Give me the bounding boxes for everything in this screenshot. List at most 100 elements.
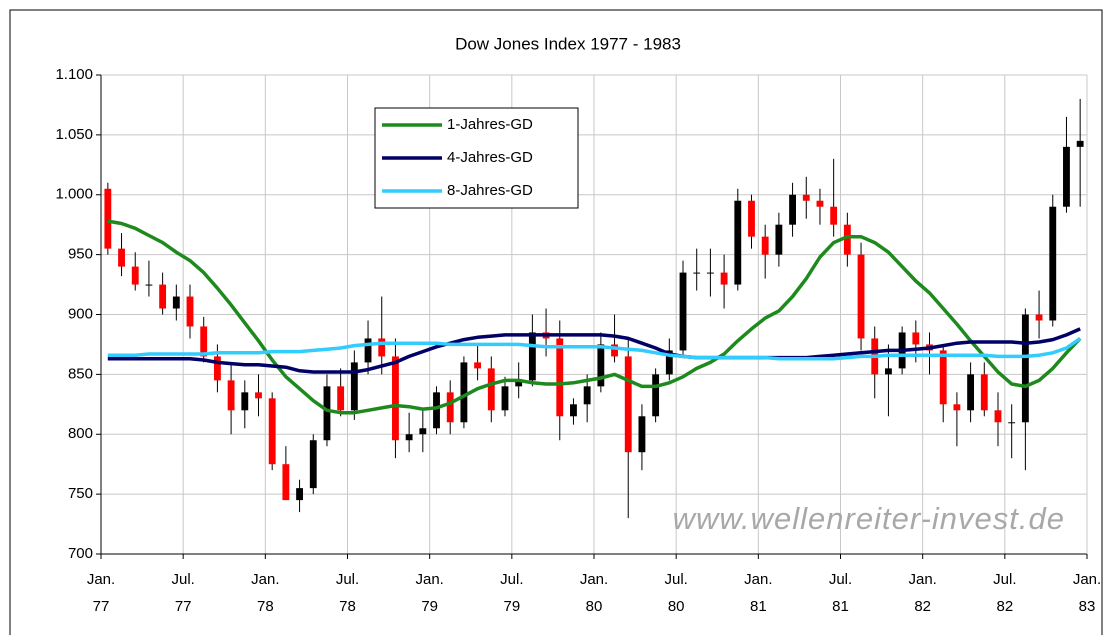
x-tick-label: Jan. xyxy=(87,571,115,588)
y-tick-label: 700 xyxy=(68,545,93,562)
candle-body xyxy=(583,386,591,405)
candle-body xyxy=(515,380,523,387)
candle-body xyxy=(885,368,892,375)
x-tick-label: 79 xyxy=(421,598,438,615)
candle-body xyxy=(816,200,824,207)
x-tick-label: Jan. xyxy=(908,571,936,588)
y-tick-label: 1.050 xyxy=(55,126,93,143)
x-tick-label: 77 xyxy=(175,598,192,615)
candle-body xyxy=(994,410,1002,423)
candle-body xyxy=(775,224,783,255)
candle-body xyxy=(255,392,262,399)
x-tick-label: 78 xyxy=(339,598,356,615)
chart-title: Dow Jones Index 1977 - 1983 xyxy=(455,34,681,53)
candle-body xyxy=(953,404,961,411)
candle-body xyxy=(282,464,290,501)
ma-line xyxy=(107,336,1082,361)
candle-body xyxy=(104,188,112,249)
candle-body xyxy=(597,344,605,387)
candle-body xyxy=(364,338,372,363)
candle-body xyxy=(1021,314,1029,423)
x-tick-label: 81 xyxy=(750,598,767,615)
candle-body xyxy=(734,200,742,285)
ma-line xyxy=(107,219,1082,415)
candle-body xyxy=(145,284,153,286)
candle-body xyxy=(337,386,345,411)
candle-body xyxy=(789,194,796,225)
candle-body xyxy=(939,350,947,405)
candle-body xyxy=(433,392,440,429)
y-tick-label: 1.000 xyxy=(55,186,93,203)
candle-body xyxy=(227,380,235,411)
candle-body xyxy=(912,332,920,345)
candle-body xyxy=(1008,422,1016,424)
candle-body xyxy=(474,362,482,369)
candle-body xyxy=(556,338,564,417)
candle-body xyxy=(1063,146,1070,207)
candle-body xyxy=(720,272,728,285)
candle-body xyxy=(1049,206,1057,321)
y-tick-label: 800 xyxy=(68,425,93,442)
x-tick-label: Jan. xyxy=(251,571,279,588)
candle-body xyxy=(296,488,303,501)
candle-body xyxy=(1076,140,1084,147)
watermark: www.wellenreiter-invest.de xyxy=(673,501,1065,536)
candle-body xyxy=(172,296,180,309)
x-tick-label: Jul. xyxy=(336,571,359,588)
x-tick-label: 83 xyxy=(1079,598,1096,615)
x-tick-label: 81 xyxy=(832,598,849,615)
candle-body xyxy=(980,374,988,411)
x-tick-label: 79 xyxy=(503,598,520,615)
x-tick-label: 80 xyxy=(668,598,685,615)
chart-frame xyxy=(9,9,1103,640)
candle-body xyxy=(186,296,194,327)
candle-body xyxy=(131,266,139,285)
candle-body xyxy=(118,248,125,267)
candle-body xyxy=(460,362,468,423)
candle-body xyxy=(268,398,276,465)
candle-body xyxy=(446,392,454,423)
legend-label: 8-Jahres-GD xyxy=(447,182,533,199)
x-tick-label: 77 xyxy=(93,598,110,615)
candle-body xyxy=(665,350,673,375)
candle-body xyxy=(200,326,208,357)
candle-body xyxy=(706,272,714,274)
x-tick-label: Jan. xyxy=(744,571,772,588)
candle-body xyxy=(830,206,838,225)
x-tick-label: 82 xyxy=(914,598,931,615)
legend-label: 4-Jahres-GD xyxy=(447,149,533,166)
candle-body xyxy=(405,434,413,441)
candle-body xyxy=(487,368,495,411)
x-tick-label: 80 xyxy=(586,598,603,615)
y-tick-label: 1.100 xyxy=(55,66,93,83)
candle-body xyxy=(638,416,646,453)
candle-body xyxy=(309,440,317,489)
candle-body xyxy=(967,374,975,411)
candle-body xyxy=(693,272,701,274)
candle-body xyxy=(419,428,427,435)
x-tick-label: Jul. xyxy=(993,571,1016,588)
x-tick-label: Jul. xyxy=(171,571,194,588)
x-tick-label: Jul. xyxy=(664,571,687,588)
candle-body xyxy=(159,284,167,309)
candle-body xyxy=(802,194,810,201)
candle-body xyxy=(213,356,221,381)
candle-body xyxy=(378,338,386,357)
x-tick-label: 78 xyxy=(257,598,274,615)
candle-body xyxy=(528,332,536,381)
candle-body xyxy=(624,356,632,453)
x-tick-label: Jul. xyxy=(829,571,852,588)
x-tick-label: Jan. xyxy=(1073,571,1101,588)
candle-body xyxy=(652,374,660,417)
ma-line xyxy=(107,327,1081,374)
x-tick-label: 82 xyxy=(996,598,1013,615)
legend-label: 1-Jahres-GD xyxy=(447,116,533,133)
candle-body xyxy=(501,386,509,411)
candle-body xyxy=(570,404,577,417)
candle-body xyxy=(323,386,331,441)
candle-body xyxy=(1035,314,1043,321)
candle-body xyxy=(241,392,249,411)
x-tick-label: Jan. xyxy=(415,571,443,588)
x-tick-label: Jul. xyxy=(500,571,523,588)
